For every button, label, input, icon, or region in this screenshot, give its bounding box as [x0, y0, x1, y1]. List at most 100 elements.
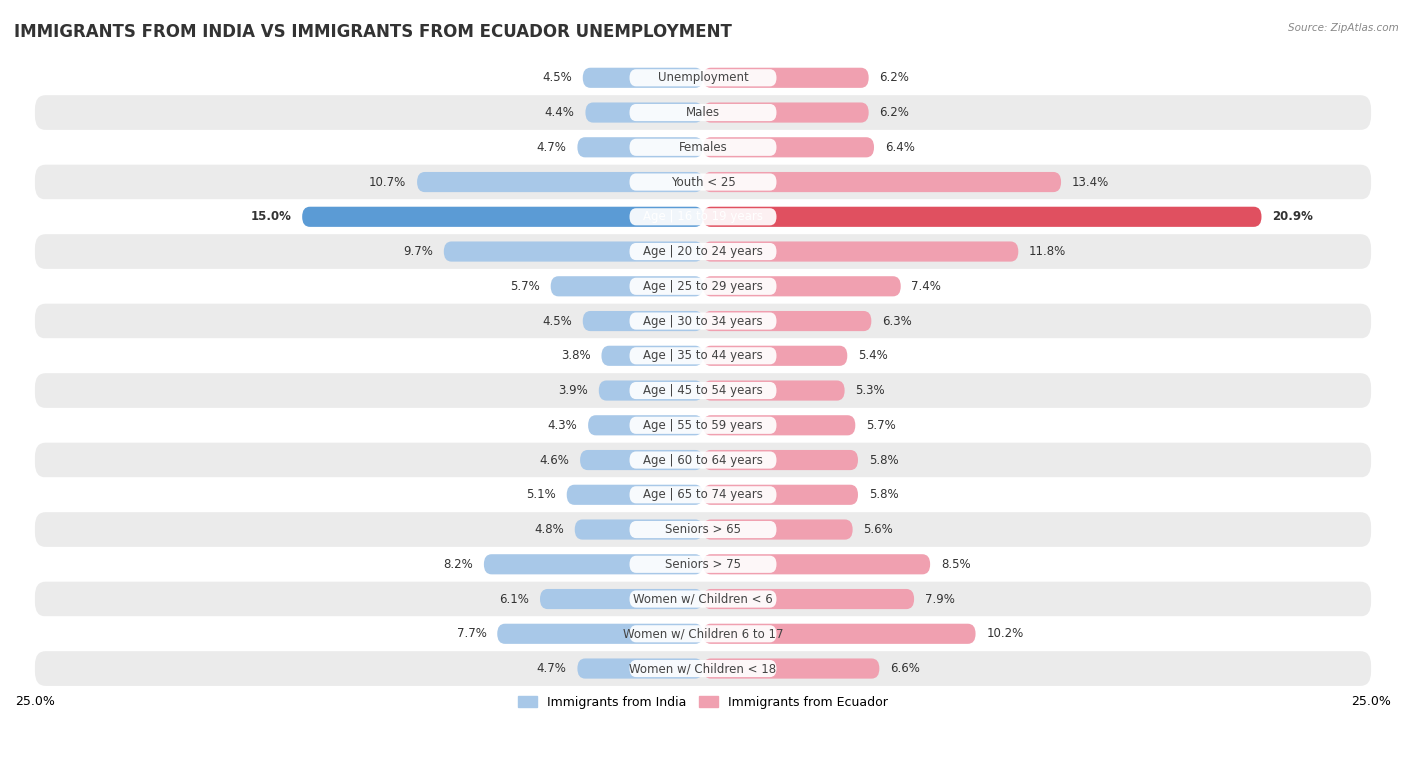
- Text: Age | 60 to 64 years: Age | 60 to 64 years: [643, 453, 763, 466]
- FancyBboxPatch shape: [703, 137, 875, 157]
- Text: 5.8%: 5.8%: [869, 488, 898, 501]
- FancyBboxPatch shape: [498, 624, 703, 644]
- Text: Seniors > 75: Seniors > 75: [665, 558, 741, 571]
- FancyBboxPatch shape: [35, 304, 1371, 338]
- FancyBboxPatch shape: [630, 278, 776, 295]
- FancyBboxPatch shape: [588, 415, 703, 435]
- FancyBboxPatch shape: [35, 581, 1371, 616]
- FancyBboxPatch shape: [703, 554, 931, 575]
- Text: 4.5%: 4.5%: [543, 315, 572, 328]
- FancyBboxPatch shape: [578, 137, 703, 157]
- Text: Age | 20 to 24 years: Age | 20 to 24 years: [643, 245, 763, 258]
- Text: Females: Females: [679, 141, 727, 154]
- FancyBboxPatch shape: [35, 512, 1371, 547]
- Text: Seniors > 65: Seniors > 65: [665, 523, 741, 536]
- FancyBboxPatch shape: [630, 416, 776, 434]
- FancyBboxPatch shape: [35, 130, 1371, 165]
- Text: 5.3%: 5.3%: [855, 384, 884, 397]
- Text: Age | 35 to 44 years: Age | 35 to 44 years: [643, 349, 763, 363]
- Text: Source: ZipAtlas.com: Source: ZipAtlas.com: [1288, 23, 1399, 33]
- FancyBboxPatch shape: [703, 346, 848, 366]
- FancyBboxPatch shape: [418, 172, 703, 192]
- Text: 7.9%: 7.9%: [925, 593, 955, 606]
- FancyBboxPatch shape: [35, 199, 1371, 234]
- Text: 6.3%: 6.3%: [882, 315, 911, 328]
- Text: 4.7%: 4.7%: [537, 662, 567, 675]
- FancyBboxPatch shape: [35, 338, 1371, 373]
- FancyBboxPatch shape: [35, 478, 1371, 512]
- Text: 5.6%: 5.6%: [863, 523, 893, 536]
- FancyBboxPatch shape: [703, 276, 901, 297]
- FancyBboxPatch shape: [703, 450, 858, 470]
- FancyBboxPatch shape: [703, 624, 976, 644]
- Text: 4.6%: 4.6%: [540, 453, 569, 466]
- Text: Age | 55 to 59 years: Age | 55 to 59 years: [643, 419, 763, 431]
- Text: Unemployment: Unemployment: [658, 71, 748, 84]
- FancyBboxPatch shape: [630, 313, 776, 329]
- Text: 6.1%: 6.1%: [499, 593, 529, 606]
- Text: 7.7%: 7.7%: [457, 628, 486, 640]
- FancyBboxPatch shape: [630, 590, 776, 608]
- FancyBboxPatch shape: [484, 554, 703, 575]
- Text: 4.3%: 4.3%: [548, 419, 578, 431]
- FancyBboxPatch shape: [630, 139, 776, 156]
- FancyBboxPatch shape: [575, 519, 703, 540]
- FancyBboxPatch shape: [35, 616, 1371, 651]
- FancyBboxPatch shape: [602, 346, 703, 366]
- FancyBboxPatch shape: [35, 408, 1371, 443]
- FancyBboxPatch shape: [703, 415, 855, 435]
- FancyBboxPatch shape: [35, 651, 1371, 686]
- FancyBboxPatch shape: [35, 269, 1371, 304]
- Text: 4.7%: 4.7%: [537, 141, 567, 154]
- Text: 5.4%: 5.4%: [858, 349, 887, 363]
- Text: IMMIGRANTS FROM INDIA VS IMMIGRANTS FROM ECUADOR UNEMPLOYMENT: IMMIGRANTS FROM INDIA VS IMMIGRANTS FROM…: [14, 23, 733, 41]
- Text: Males: Males: [686, 106, 720, 119]
- FancyBboxPatch shape: [302, 207, 703, 227]
- FancyBboxPatch shape: [540, 589, 703, 609]
- FancyBboxPatch shape: [630, 69, 776, 86]
- FancyBboxPatch shape: [703, 484, 858, 505]
- Legend: Immigrants from India, Immigrants from Ecuador: Immigrants from India, Immigrants from E…: [513, 691, 893, 714]
- Text: 10.7%: 10.7%: [370, 176, 406, 188]
- Text: 6.6%: 6.6%: [890, 662, 920, 675]
- FancyBboxPatch shape: [630, 173, 776, 191]
- Text: 9.7%: 9.7%: [404, 245, 433, 258]
- FancyBboxPatch shape: [630, 451, 776, 469]
- Text: 15.0%: 15.0%: [250, 210, 291, 223]
- FancyBboxPatch shape: [703, 519, 852, 540]
- FancyBboxPatch shape: [703, 659, 879, 678]
- FancyBboxPatch shape: [35, 373, 1371, 408]
- FancyBboxPatch shape: [630, 521, 776, 538]
- Text: Age | 65 to 74 years: Age | 65 to 74 years: [643, 488, 763, 501]
- Text: Women w/ Children < 6: Women w/ Children < 6: [633, 593, 773, 606]
- FancyBboxPatch shape: [630, 660, 776, 677]
- FancyBboxPatch shape: [582, 67, 703, 88]
- FancyBboxPatch shape: [703, 381, 845, 400]
- FancyBboxPatch shape: [630, 486, 776, 503]
- FancyBboxPatch shape: [581, 450, 703, 470]
- FancyBboxPatch shape: [35, 61, 1371, 95]
- FancyBboxPatch shape: [630, 347, 776, 364]
- Text: 5.8%: 5.8%: [869, 453, 898, 466]
- Text: Age | 25 to 29 years: Age | 25 to 29 years: [643, 280, 763, 293]
- FancyBboxPatch shape: [35, 547, 1371, 581]
- Text: 5.7%: 5.7%: [866, 419, 896, 431]
- Text: 6.2%: 6.2%: [879, 106, 910, 119]
- Text: 8.5%: 8.5%: [941, 558, 970, 571]
- Text: 7.4%: 7.4%: [911, 280, 941, 293]
- FancyBboxPatch shape: [35, 165, 1371, 199]
- Text: Age | 30 to 34 years: Age | 30 to 34 years: [643, 315, 763, 328]
- Text: 6.4%: 6.4%: [884, 141, 914, 154]
- Text: Age | 45 to 54 years: Age | 45 to 54 years: [643, 384, 763, 397]
- Text: 5.1%: 5.1%: [526, 488, 555, 501]
- FancyBboxPatch shape: [630, 625, 776, 643]
- Text: 3.8%: 3.8%: [561, 349, 591, 363]
- FancyBboxPatch shape: [599, 381, 703, 400]
- Text: 3.9%: 3.9%: [558, 384, 588, 397]
- FancyBboxPatch shape: [630, 243, 776, 260]
- Text: Women w/ Children 6 to 17: Women w/ Children 6 to 17: [623, 628, 783, 640]
- Text: 20.9%: 20.9%: [1272, 210, 1313, 223]
- FancyBboxPatch shape: [630, 208, 776, 226]
- FancyBboxPatch shape: [703, 172, 1062, 192]
- FancyBboxPatch shape: [630, 104, 776, 121]
